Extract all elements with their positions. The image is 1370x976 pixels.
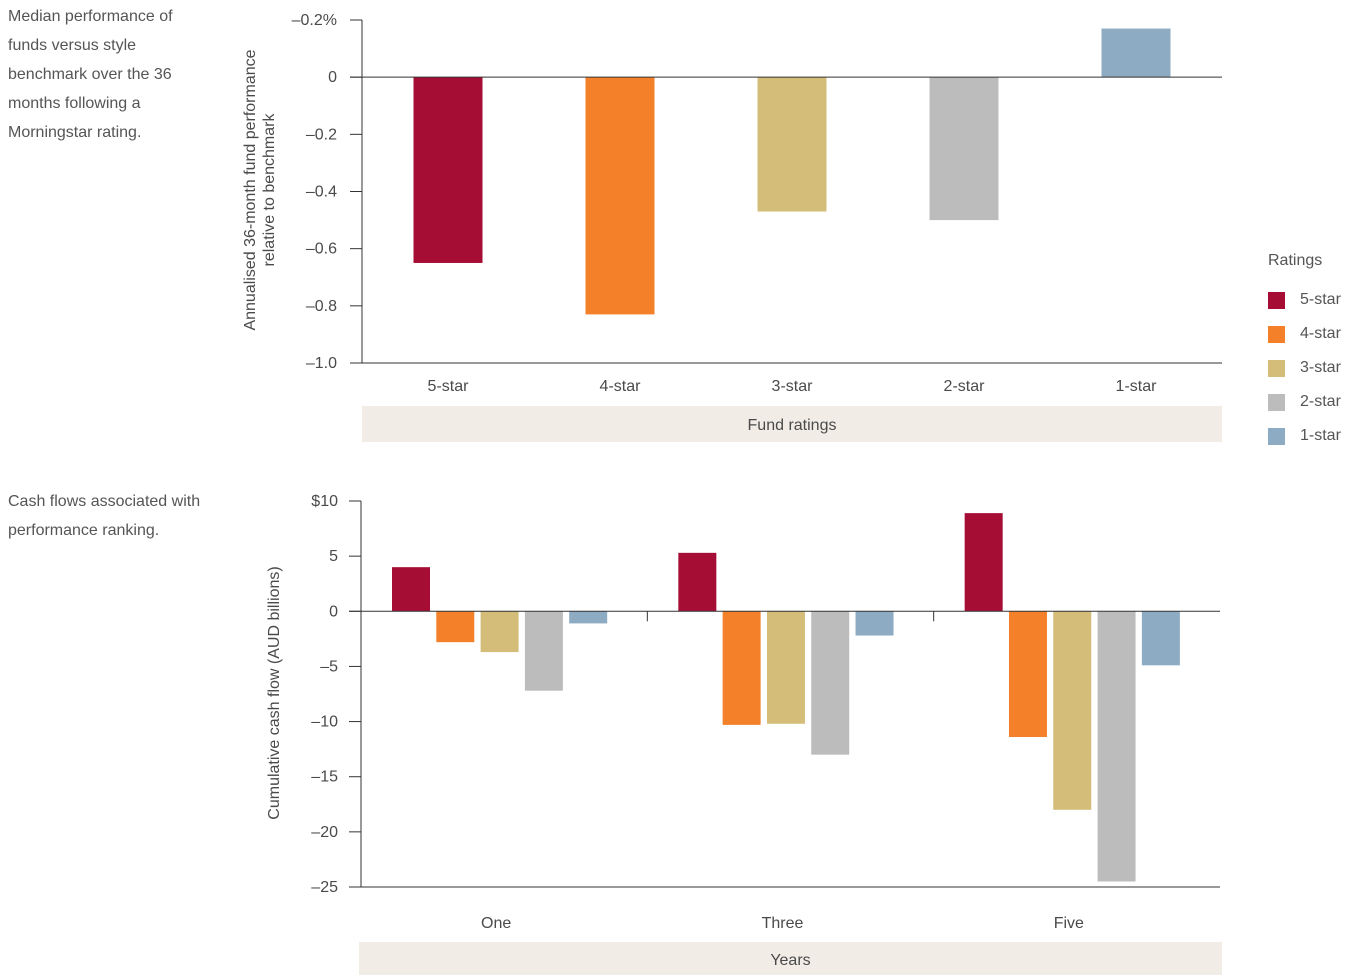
chart1-ytick-label: –0.2 [306, 126, 337, 143]
chart2-bar-three-2-star [811, 611, 850, 755]
chart1-ytick-label: –0.4 [306, 184, 337, 201]
legend-swatch-4-star [1268, 325, 1285, 343]
chart2-bar-three-5-star [678, 552, 717, 612]
legend-swatch-5-star [1268, 291, 1285, 309]
chart1-bar-5-star [413, 77, 483, 263]
chart1-ytick-label: –0.2% [292, 12, 337, 29]
chart1-bar-3-star [757, 77, 827, 212]
chart2: Years $10 5 0 –5 –10 –15 –20 –25 One Three Five Cumu… [266, 493, 1222, 975]
chart2-caption: Cash flows associated with performance r… [8, 493, 201, 539]
chart2-bar-five-5-star [964, 513, 1003, 612]
chart2-xlabel: Years [770, 952, 810, 969]
legend-item-5-star: 5-star [1268, 283, 1341, 317]
legend-swatch-2-star [1268, 393, 1285, 411]
legend-label-5-star: 5-star [1300, 291, 1341, 308]
chart1-xtick-label: 4-star [600, 378, 642, 395]
chart1-xtick-label: 3-star [772, 378, 814, 395]
chart1-bar-2-star [929, 77, 999, 221]
chart2-bar-one-1-star [569, 611, 608, 624]
chart2-ytick-label: –10 [311, 714, 338, 731]
chart2-bar-five-3-star [1053, 611, 1092, 810]
chart2-ytick-label: $10 [311, 493, 338, 510]
legend-item-1-star: 1-star [1268, 419, 1341, 453]
chart2-ytick-label: –25 [311, 879, 338, 896]
chart2-xtick-label: One [481, 915, 511, 932]
chart1: Fund ratings –0.2% 0 –0.2 –0.4 –0.6 –0.8 –1.0 5-… [242, 12, 1222, 442]
chart2-xlabel-band [359, 942, 1222, 975]
chart1-bar-1-star [1101, 28, 1171, 78]
chart2-ytick-label: 0 [329, 603, 338, 620]
legend-label-3-star: 3-star [1300, 359, 1341, 376]
chart1-xlabel-band [362, 406, 1222, 442]
chart1-ytick-label: 0 [328, 69, 337, 86]
legend-swatch-3-star [1268, 359, 1285, 377]
chart2-xtick-label: Five [1054, 915, 1084, 932]
legend-swatch-1-star [1268, 427, 1285, 445]
legend-item-3-star: 3-star [1268, 351, 1341, 385]
chart2-bar-one-2-star [524, 611, 563, 691]
chart2-bar-one-3-star [480, 611, 519, 653]
chart2-xtick-label: Three [762, 915, 804, 932]
legend-item-4-star: 4-star [1268, 317, 1341, 351]
chart2-bar-one-5-star [392, 567, 430, 612]
chart1-ytick-label: –0.6 [306, 241, 337, 258]
chart2-bar-five-1-star [1141, 611, 1180, 666]
chart1-ylabel-line1: Annualised 36-month fund performance [242, 49, 259, 330]
chart2-bar-five-2-star [1097, 611, 1136, 882]
legend-title: Ratings [1268, 252, 1323, 269]
chart1-ylabel: Annualised 36-month fund performance rela… [242, 49, 278, 330]
chart2-ytick-label: –15 [311, 769, 338, 786]
legend-label-4-star: 4-star [1300, 325, 1341, 342]
chart2-bar-three-3-star [766, 611, 805, 724]
chart1-ytick-label: –1.0 [306, 355, 337, 372]
ratings-legend: Ratings 5-star 4-star 3-star 2-star 1-st… [1268, 252, 1341, 453]
chart2-ytick-label: 5 [329, 548, 338, 565]
chart1-caption: Median performance of funds versus style… [8, 8, 173, 141]
legend-item-2-star: 2-star [1268, 385, 1341, 419]
chart1-xlabel: Fund ratings [748, 417, 837, 434]
chart1-xtick-label: 5-star [428, 378, 470, 395]
chart1-xtick-label: 1-star [1116, 378, 1158, 395]
legend-label-2-star: 2-star [1300, 393, 1341, 410]
chart2-ytick-label: –20 [311, 824, 338, 841]
chart2-bar-three-1-star [855, 611, 894, 636]
legend-label-1-star: 1-star [1300, 427, 1341, 444]
chart2-ytick-label: –5 [320, 658, 338, 675]
chart2-bar-three-4-star [722, 611, 761, 725]
chart2-bar-five-4-star [1008, 611, 1047, 738]
chart1-xtick-label: 2-star [944, 378, 986, 395]
chart1-ylabel-line2: relative to benchmark [261, 113, 278, 267]
chart1-ytick-label: –0.8 [306, 298, 337, 315]
chart2-bar-one-4-star [436, 611, 475, 643]
chart1-bar-4-star [585, 77, 655, 315]
chart2-ylabel: Cumulative cash flow (AUD billions) [266, 566, 283, 819]
